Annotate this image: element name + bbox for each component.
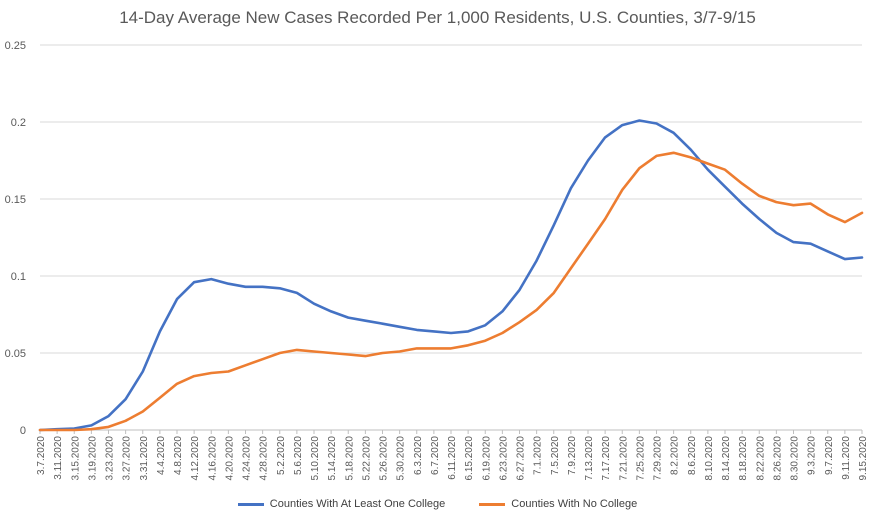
legend-label-no-college: Counties With No College bbox=[511, 498, 638, 510]
x-tick-label: 3.11.2020 bbox=[53, 436, 64, 480]
x-tick-label: 4.24.2020 bbox=[242, 436, 253, 481]
x-tick-label: 5.2.2020 bbox=[276, 436, 287, 475]
x-tick-label: 8.26.2020 bbox=[772, 436, 783, 481]
y-tick-label: 0.25 bbox=[5, 40, 26, 52]
x-tick-label: 4.16.2020 bbox=[207, 436, 218, 481]
x-tick-label: 7.29.2020 bbox=[653, 436, 664, 481]
x-tick-label: 8.22.2020 bbox=[755, 436, 766, 481]
x-tick-label: 8.6.2020 bbox=[687, 436, 698, 475]
x-tick-label: 7.17.2020 bbox=[601, 436, 612, 481]
x-tick-label: 5.30.2020 bbox=[396, 436, 407, 481]
x-tick-label: 4.28.2020 bbox=[259, 436, 270, 481]
legend-label-college: Counties With At Least One College bbox=[269, 498, 446, 510]
x-tick-label: 3.27.2020 bbox=[122, 436, 133, 481]
x-tick-label: 5.14.2020 bbox=[327, 436, 338, 481]
x-tick-label: 5.18.2020 bbox=[344, 436, 355, 481]
x-tick-label: 3.7.2020 bbox=[36, 436, 47, 475]
x-tick-label: 9.15.2020 bbox=[858, 436, 869, 481]
x-tick-label: 4.8.2020 bbox=[173, 436, 184, 475]
x-tick-label: 5.10.2020 bbox=[310, 436, 321, 481]
x-tick-label: 6.3.2020 bbox=[413, 436, 424, 475]
y-tick-label: 0.05 bbox=[5, 348, 26, 360]
x-tick-label: 8.30.2020 bbox=[790, 436, 801, 481]
series-line-no-college bbox=[38, 151, 864, 432]
y-tick-label: 0 bbox=[20, 425, 26, 437]
x-tick-label: 7.25.2020 bbox=[635, 436, 646, 481]
chart-title: 14-Day Average New Cases Recorded Per 1,… bbox=[119, 8, 756, 27]
legend-item-no-college: Counties With No College bbox=[479, 498, 637, 510]
x-tick-label: 5.26.2020 bbox=[379, 436, 390, 481]
x-tick-label: 6.27.2020 bbox=[516, 436, 527, 481]
x-tick-label: 5.6.2020 bbox=[293, 436, 304, 475]
x-tick-label: 8.18.2020 bbox=[738, 436, 749, 481]
x-tick-label: 3.19.2020 bbox=[87, 436, 98, 481]
legend-swatch-no-college bbox=[479, 502, 506, 506]
y-tick-label: 0.2 bbox=[11, 117, 26, 129]
x-tick-label: 4.12.2020 bbox=[190, 436, 201, 481]
x-tick-label: 4.20.2020 bbox=[224, 436, 235, 481]
legend-item-college: Counties With At Least One College bbox=[237, 498, 446, 510]
x-tick-label: 3.15.2020 bbox=[70, 436, 81, 481]
x-tick-label: 6.15.2020 bbox=[464, 436, 475, 481]
y-tick-label: 0.15 bbox=[5, 194, 26, 206]
x-tick-label: 7.9.2020 bbox=[567, 436, 578, 475]
series-line-college bbox=[38, 119, 864, 432]
legend-swatch-college bbox=[237, 502, 264, 506]
x-tick-label: 8.10.2020 bbox=[704, 436, 715, 481]
y-tick-label: 0.1 bbox=[11, 271, 26, 283]
x-tick-label: 5.22.2020 bbox=[361, 436, 372, 481]
x-tick-label: 7.21.2020 bbox=[618, 436, 629, 481]
x-tick-label: 6.23.2020 bbox=[498, 436, 509, 481]
x-tick-label: 9.11.2020 bbox=[841, 436, 852, 480]
x-tick-label: 6.7.2020 bbox=[430, 436, 441, 475]
x-tick-label: 9.3.2020 bbox=[807, 436, 818, 475]
x-tick-label: 4.4.2020 bbox=[156, 436, 167, 475]
x-tick-label: 9.7.2020 bbox=[824, 436, 835, 475]
x-tick-label: 6.11.2020 bbox=[447, 436, 458, 480]
legend: Counties With At Least One College Count… bbox=[0, 498, 875, 510]
x-tick-label: 8.2.2020 bbox=[670, 436, 681, 475]
x-tick-label: 8.14.2020 bbox=[721, 436, 732, 481]
x-tick-label: 7.5.2020 bbox=[550, 436, 561, 475]
x-tick-label: 3.31.2020 bbox=[139, 436, 150, 481]
x-tick-label: 3.23.2020 bbox=[105, 436, 116, 481]
x-tick-label: 6.19.2020 bbox=[481, 436, 492, 481]
x-tick-label: 7.13.2020 bbox=[584, 436, 595, 481]
x-tick-label: 7.1.2020 bbox=[533, 436, 544, 475]
